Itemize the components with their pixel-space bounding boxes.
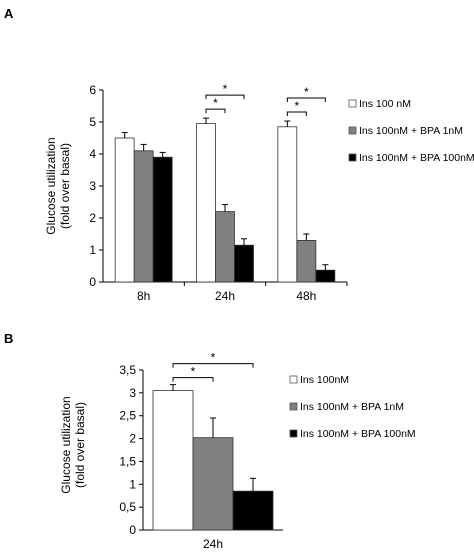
y-axis-title-line-1: Glucose utilization: [44, 137, 58, 234]
y-tick-label: 0: [129, 523, 136, 537]
bar: [114, 137, 135, 283]
x-tick-label: 24h: [215, 289, 235, 303]
y-tick-label: 5: [89, 115, 96, 129]
significance-star: *: [191, 365, 196, 379]
bar: [277, 126, 298, 283]
significance-bracket: [205, 94, 245, 100]
y-tick-label: 1,5: [119, 454, 136, 468]
panel-label-b: B: [4, 331, 13, 346]
x-tick-label: 48h: [296, 289, 316, 303]
legend-swatch: [348, 99, 357, 108]
y-axis-title-a: Glucose utilization (fold over basal): [44, 137, 72, 234]
y-tick-label: 2,5: [119, 409, 136, 423]
legend-label: Ins 100nM + BPA 1nM: [300, 401, 404, 413]
x-tick-label: 8h: [137, 289, 150, 303]
bar: [152, 390, 194, 531]
bar: [215, 211, 235, 283]
significance-bracket: [205, 108, 226, 114]
y-axis-title-line-2: (fold over basal): [73, 402, 87, 488]
y-tick-label: 6: [89, 83, 96, 97]
legend-b: Ins 100nM Ins 100nM + BPA 1nM Ins 100nM …: [289, 374, 416, 440]
legend-label: Ins 100nM + BPA 1nM: [359, 125, 463, 137]
y-tick-label: 3,5: [119, 363, 136, 377]
y-axis-title-line-1: Glucose utilization: [59, 396, 73, 493]
y-tick-label: 3: [89, 179, 96, 193]
y-tick-label: 4: [89, 147, 96, 161]
panel-b: B Glucose utilization (fold over basal) …: [4, 331, 416, 551]
legend-label: Ins 100nM + BPA 100nM: [359, 152, 474, 164]
y-tick-label: 1: [89, 243, 96, 257]
significance-star: *: [211, 351, 216, 365]
y-axis-title-line-2: (fold over basal): [58, 143, 72, 229]
y-tick-label: 0,5: [119, 500, 136, 514]
y-tick-label: 3: [129, 386, 136, 400]
plot-area-b: 0 0,5 1 1,5 2 2,5 3 3,5 24h * *: [119, 351, 283, 551]
y-tick-label: 2: [89, 211, 96, 225]
bar: [133, 150, 154, 283]
legend-label: Ins 100nM: [300, 374, 349, 386]
significance-bracket: [172, 363, 254, 368]
bar: [234, 244, 254, 283]
bar: [192, 437, 234, 531]
significance-star: *: [213, 96, 218, 110]
legend-swatch: [289, 375, 298, 384]
legend-label: Ins 100 nM: [359, 98, 411, 110]
legend-label: Ins 100nM + BPA 100nM: [300, 428, 416, 440]
y-tick-label: 0: [89, 275, 96, 289]
significance-bracket: [286, 97, 326, 103]
bar: [296, 239, 317, 283]
significance-bracket: [172, 377, 214, 382]
bar: [232, 490, 274, 531]
plot-area-a: 0 1 2 3 4 5 6 8h 24h 48h * * * *: [89, 82, 348, 303]
legend-swatch: [348, 153, 357, 162]
bar: [152, 156, 173, 283]
panel-a: A Glucose utilization (fold over basal) …: [4, 6, 474, 303]
y-tick-label: 2: [129, 432, 136, 446]
legend-a: Ins 100 nM Ins 100nM + BPA 1nM Ins 100nM…: [348, 98, 474, 164]
bar: [196, 123, 216, 283]
legend-swatch: [289, 429, 298, 438]
significance-star: *: [223, 82, 228, 96]
x-tick-label: 24h: [203, 537, 223, 551]
legend-swatch: [289, 402, 298, 411]
legend-swatch: [348, 126, 357, 135]
significance-star: *: [304, 85, 309, 99]
bar: [315, 269, 336, 283]
y-axis-title-b: Glucose utilization (fold over basal): [59, 396, 87, 493]
panel-label-a: A: [4, 6, 14, 21]
significance-star: *: [294, 99, 299, 113]
significance-bracket: [286, 111, 307, 117]
y-tick-label: 1: [129, 477, 136, 491]
